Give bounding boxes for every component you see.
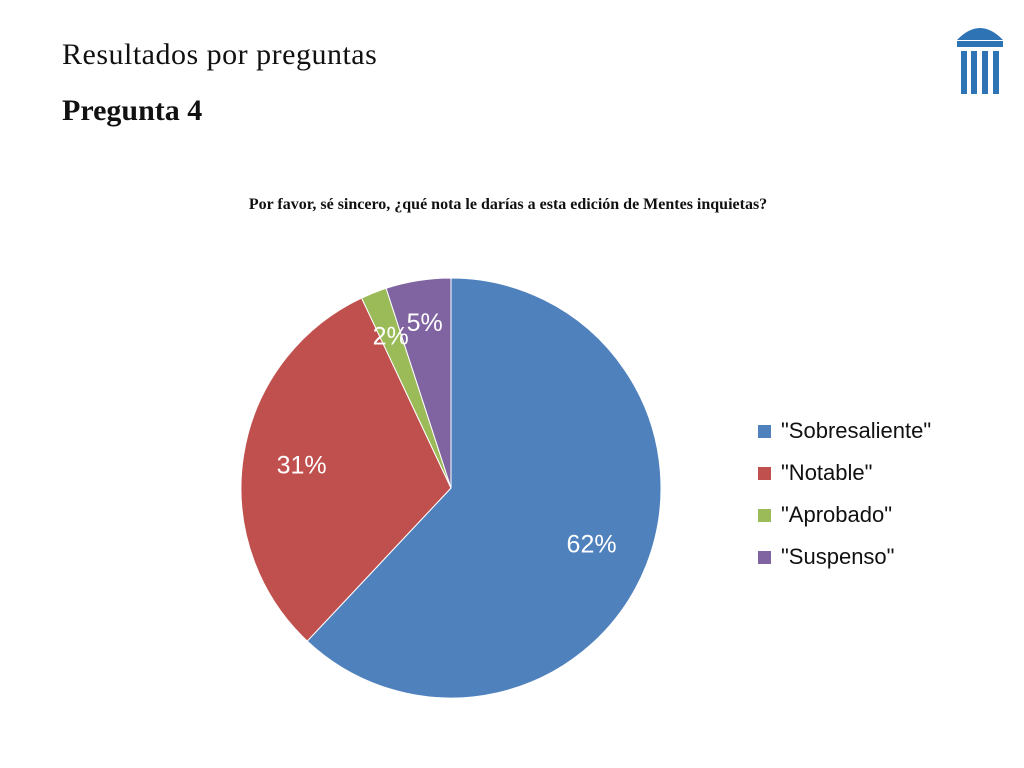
chart-legend: "Sobresaliente" "Notable" "Aprobado" "Su… <box>758 410 931 578</box>
pie-slice-suspenso <box>385 277 452 489</box>
slice-data-label: 5% <box>407 309 443 337</box>
slice-data-label: 62% <box>567 531 617 559</box>
legend-label: "Aprobado" <box>781 502 893 527</box>
legend-swatch <box>758 424 771 438</box>
columns-building-logo-icon <box>957 28 1003 94</box>
legend-label: "Sobresaliente" <box>781 418 932 443</box>
legend-item-sobresaliente: "Sobresaliente" <box>758 410 931 452</box>
legend-item-notable: "Notable" <box>758 452 931 494</box>
pie-slice-sobresaliente <box>306 277 662 699</box>
chart-title: Por favor, sé sincero, ¿qué nota le darí… <box>248 196 768 213</box>
legend-swatch <box>758 508 771 522</box>
legend-label: "Suspenso" <box>781 544 895 569</box>
legend-swatch <box>758 466 771 480</box>
slice-data-label: 31% <box>277 451 327 479</box>
legend-swatch <box>758 550 771 564</box>
slice-data-label: 2% <box>373 323 409 351</box>
legend-item-aprobado: "Aprobado" <box>758 494 931 536</box>
legend-item-suspenso: "Suspenso" <box>758 536 931 578</box>
slide-subheading: Pregunta 4 <box>62 94 203 127</box>
legend-label: "Notable" <box>781 460 873 485</box>
pie-slice-notable <box>240 297 452 642</box>
slide-heading: Resultados por preguntas <box>62 38 378 71</box>
